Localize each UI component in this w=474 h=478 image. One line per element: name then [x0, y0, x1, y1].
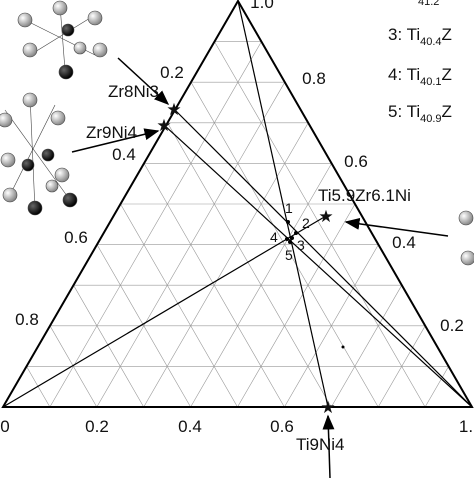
svg-text:★: ★ — [166, 100, 181, 119]
legend-sub: 40.4 — [420, 36, 441, 48]
right-tick-label: 0.8 — [302, 69, 326, 88]
phase-label: Ti5.9Zr6.1Ni — [318, 186, 411, 205]
top-label: 1.0 — [250, 0, 274, 12]
grid-line — [167, 122, 332, 408]
legend-prefix: 3: Ti — [388, 25, 420, 44]
legend-entry: 3: Ti40.4Z — [388, 25, 452, 48]
grid-line — [377, 325, 426, 408]
grid-line — [237, 203, 356, 408]
stars: ★ ★ ★ ★ — [156, 100, 335, 417]
left-tick-label: 0.8 — [15, 310, 39, 329]
bottom-tick-label: 0.4 — [178, 417, 202, 436]
left-tick-label: 0.2 — [160, 63, 184, 82]
grid — [26, 41, 449, 408]
svg-text:★: ★ — [156, 116, 171, 135]
grid-line — [214, 41, 426, 408]
right-tick-label: 0.4 — [392, 233, 416, 252]
phase-label: Zr8Ni3 — [108, 82, 159, 101]
legend-entry: 5: Ti40.9Z — [388, 102, 452, 125]
left-tick-label: 0.6 — [64, 228, 88, 247]
legend-bg — [385, 0, 474, 128]
legend-fragment: 41.2 — [418, 0, 439, 8]
tie-lines — [2, 0, 473, 408]
point-label: 3 — [297, 237, 305, 253]
left-tick-label: 0.4 — [112, 145, 136, 164]
legend-suffix: Z — [442, 25, 452, 44]
bottom-tick-label: 0.6 — [270, 417, 294, 436]
grid-line — [49, 41, 262, 408]
triangle-frame — [1, 0, 474, 408]
legend-suffix: Z — [442, 65, 452, 84]
phase-label: Zr9Ni4 — [86, 123, 137, 142]
cluster-icons — [0, 0, 474, 266]
legend-sub: 40.9 — [420, 113, 441, 125]
bottom-tick-label: 0 — [0, 417, 9, 436]
grid-line — [143, 122, 309, 408]
dots — [285, 220, 345, 349]
legend-entry: 4: Ti40.1Z — [388, 65, 452, 88]
arrows — [71, 57, 449, 478]
svg-text:★: ★ — [320, 398, 335, 417]
grid-line — [73, 285, 144, 408]
grid-line — [96, 244, 191, 408]
legend-sub: 40.1 — [420, 76, 441, 88]
point-label: 1 — [285, 200, 293, 216]
point-label: 2 — [302, 215, 310, 231]
point-label: 5 — [285, 247, 293, 263]
svg-text:★: ★ — [318, 207, 333, 226]
right-tick-label: 0.2 — [440, 316, 464, 335]
bottom-tick-label: 0.2 — [85, 417, 109, 436]
grid-line — [424, 366, 449, 408]
grid-line — [284, 244, 379, 408]
legend-prefix: 4: Ti — [388, 65, 420, 84]
legend-suffix: Z — [442, 102, 452, 121]
right-tick-label: 0.6 — [344, 152, 368, 171]
legend-prefix: 5: Ti — [388, 102, 420, 121]
grid-line — [331, 285, 403, 408]
grid-line — [49, 325, 98, 408]
grid-line — [120, 203, 238, 408]
phase-label: Ti9Ni4 — [296, 435, 345, 454]
bottom-tick-label: 1. — [459, 417, 473, 436]
point-label: 4 — [270, 229, 278, 245]
